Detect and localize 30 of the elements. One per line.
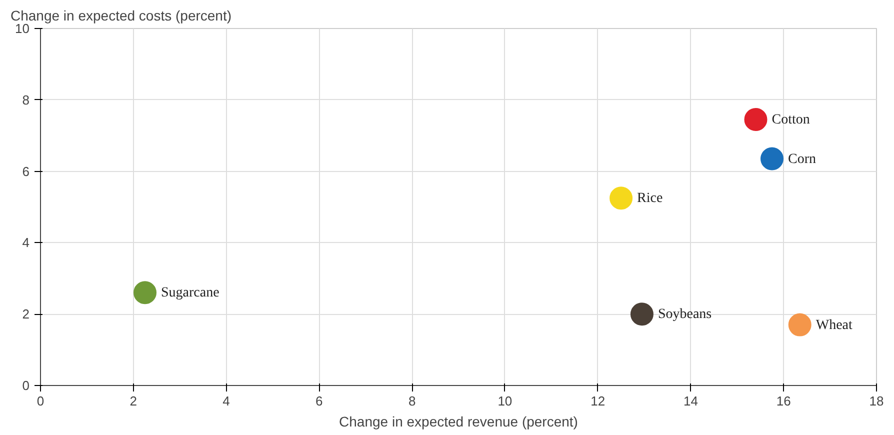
point — [788, 313, 812, 336]
y-tick-label: 8 — [22, 92, 30, 108]
y-tick-label: 2 — [22, 306, 30, 322]
x-tick-label: 6 — [316, 394, 323, 408]
point — [744, 108, 768, 132]
series-label: Sugarcane — [161, 286, 220, 301]
x-tick-label: 18 — [869, 394, 884, 408]
x-tick-label: 4 — [222, 394, 230, 408]
point — [610, 186, 633, 210]
point — [630, 302, 654, 326]
series-label: Rice — [637, 191, 663, 206]
series-label: Wheat — [816, 318, 853, 333]
y-axis-title: Change in expected costs (percent) — [10, 8, 232, 24]
y-tick-label: 10 — [15, 21, 30, 36]
series-label: Soybeans — [658, 307, 712, 322]
series-label: Corn — [788, 152, 816, 167]
x-tick-label: 16 — [776, 394, 791, 408]
point — [134, 281, 156, 304]
x-tick-label: 12 — [590, 394, 606, 408]
x-tick-label: 14 — [683, 394, 698, 408]
x-axis-title: Change in expected revenue (percent) — [339, 414, 578, 430]
series-label: Cotton — [772, 112, 810, 128]
x-tick-label: 2 — [130, 394, 138, 408]
point — [760, 147, 784, 170]
x-tick-label: 10 — [498, 394, 512, 408]
x-tick-label: 8 — [408, 394, 416, 408]
x-tick-label: 0 — [36, 394, 44, 408]
y-tick-label: 4 — [22, 235, 30, 250]
y-tick-label: 6 — [22, 164, 30, 179]
y-tick-label: 0 — [22, 378, 30, 393]
